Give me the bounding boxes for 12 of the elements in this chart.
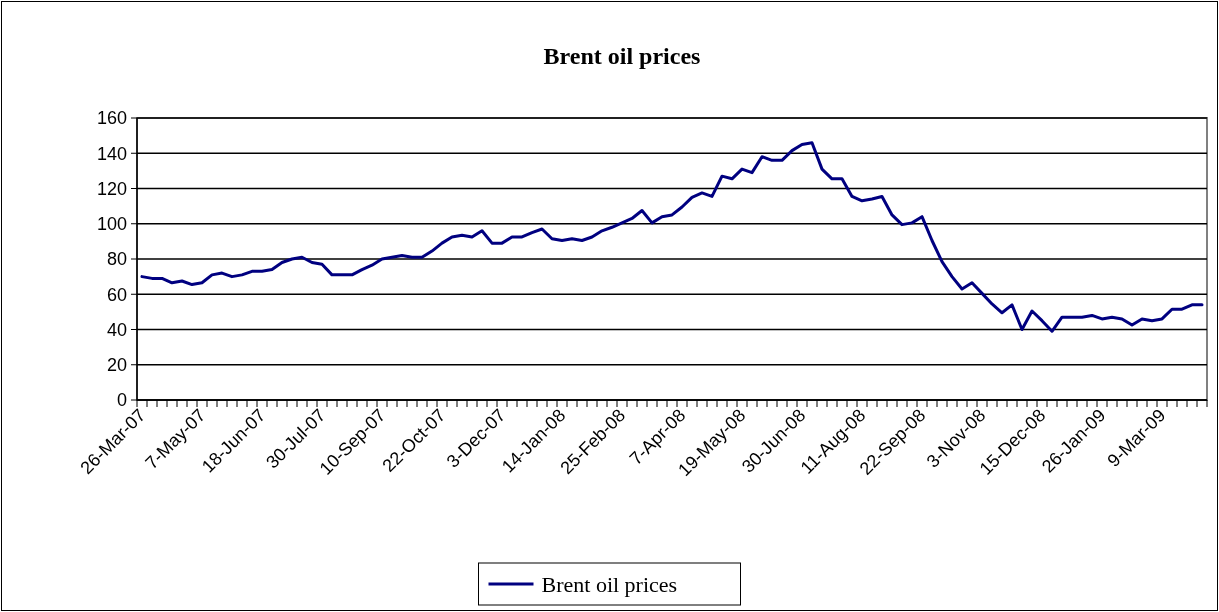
y-tick-label: 40 bbox=[106, 319, 127, 340]
y-tick-label: 100 bbox=[96, 214, 127, 235]
chart-title: Brent oil prices bbox=[543, 43, 701, 69]
y-tick-label: 80 bbox=[106, 249, 127, 270]
y-tick-label: 60 bbox=[106, 284, 127, 305]
y-tick-label: 120 bbox=[96, 178, 127, 199]
y-tick-label: 20 bbox=[106, 355, 127, 376]
y-tick-label: 0 bbox=[116, 390, 127, 411]
y-tick-label: 160 bbox=[96, 108, 127, 129]
legend-label: Brent oil prices bbox=[541, 571, 678, 597]
y-tick-label: 140 bbox=[96, 143, 127, 164]
line-series bbox=[140, 141, 1204, 333]
